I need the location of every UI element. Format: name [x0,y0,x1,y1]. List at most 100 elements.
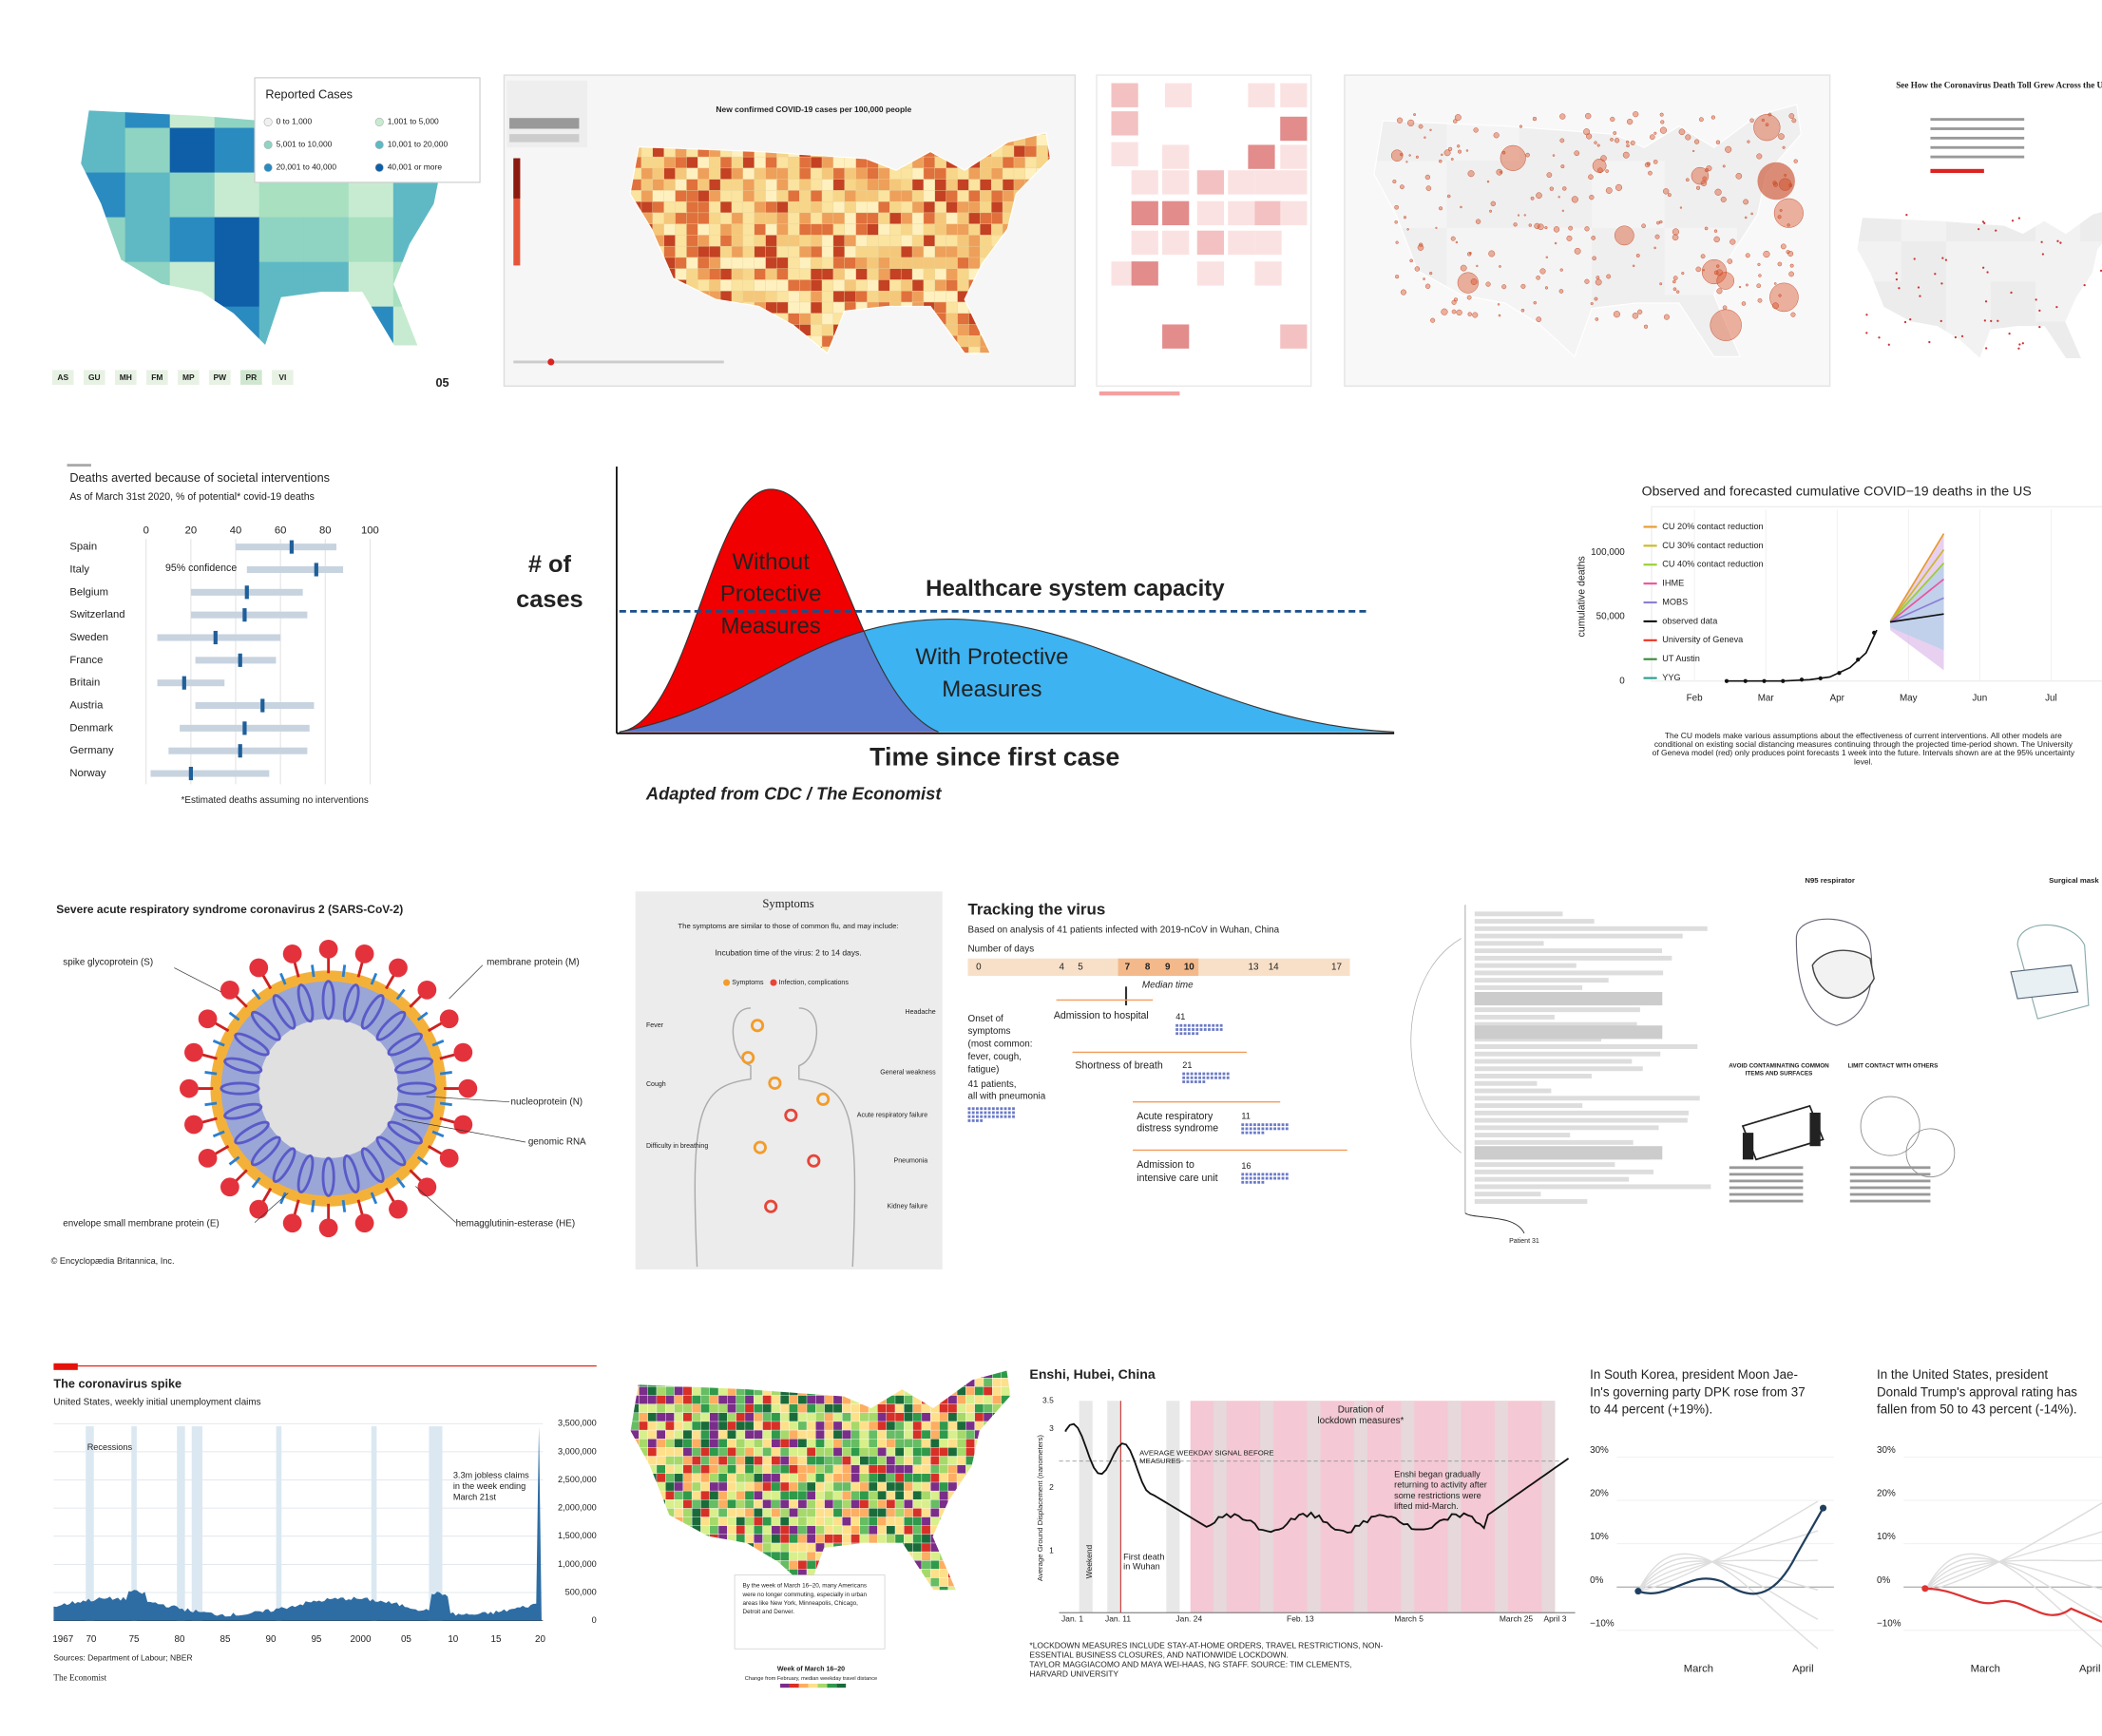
region [956,1395,966,1405]
region [832,1560,843,1571]
label: Fever [646,1022,664,1029]
label: The symptoms are similar to those of com… [678,922,898,930]
region [965,1508,976,1518]
region [736,1395,746,1405]
bubble [1590,302,1594,306]
shape [1206,1072,1210,1076]
bubble [1978,227,1980,231]
bubble [1757,297,1763,303]
shape [1277,1173,1281,1176]
region [647,1517,658,1527]
shape [987,1111,991,1115]
bubble [1756,283,1761,288]
region [691,1490,702,1500]
shape [1277,1127,1281,1131]
region [1024,156,1038,169]
region [923,257,936,270]
shape [1474,919,1595,925]
region [682,1551,693,1561]
spike [282,944,302,963]
region [956,1412,966,1422]
region [665,1421,676,1431]
bubble [1773,198,1804,228]
region [832,190,846,202]
shape [1187,1023,1191,1027]
shape [1195,1032,1199,1036]
region [697,279,710,292]
region [868,1439,879,1449]
bubble [1415,155,1419,159]
region [1001,1456,1011,1466]
bubble [1536,192,1542,200]
shape [1118,958,1199,977]
region [753,1395,764,1405]
shape [971,1115,975,1118]
region [797,1421,808,1431]
region [717,1395,728,1405]
region [934,268,947,281]
region [946,279,959,292]
rule [416,1011,429,1021]
shape [1474,1117,1688,1123]
region [889,223,902,237]
shape [980,1107,984,1111]
region [686,167,698,181]
region [886,1586,896,1591]
region [700,1517,711,1527]
region [821,324,834,336]
region [832,200,846,214]
region [647,1586,658,1591]
bubble [1625,140,1630,144]
region [640,156,654,169]
shape [1474,1025,1663,1040]
region [744,1456,755,1466]
region [850,1439,861,1449]
region [894,1369,905,1379]
bubble [1750,212,1753,216]
region [630,1508,640,1518]
region [1519,227,1593,296]
region [799,223,812,237]
bubble [1990,319,1993,322]
region [965,1386,976,1397]
region [736,1551,746,1561]
weekend-band [1447,1401,1462,1613]
region [656,1429,666,1440]
region [682,1464,693,1475]
region [965,1517,976,1527]
shape [1464,1212,1525,1234]
region [821,245,834,258]
region [859,1369,869,1379]
shape [1210,1076,1213,1079]
region [850,1361,860,1370]
rule [212,1040,225,1047]
region [894,1421,905,1431]
shape [1474,1021,1637,1027]
region [691,1429,702,1440]
bubble [1519,124,1523,128]
region [652,223,665,237]
region [647,1499,658,1510]
region [974,1473,984,1483]
bubble [1605,169,1609,173]
region [1990,281,2036,323]
region [1945,281,1992,323]
label: AS [57,372,68,382]
region [169,261,216,308]
label: fallen from 50 to 43 percent (-14%). [1877,1402,2077,1417]
bubble [1571,196,1578,203]
shape [1194,1072,1197,1076]
region [776,156,789,169]
region [789,1534,799,1544]
region [860,1361,869,1370]
region [771,1525,781,1536]
bubble [1424,283,1431,289]
label: Measures [721,614,821,639]
shape [1007,1111,1011,1115]
region [956,1551,966,1561]
region [815,1481,826,1492]
bubble [1782,145,1786,149]
region [303,217,350,263]
region [1446,161,1520,229]
shape [798,1683,809,1688]
